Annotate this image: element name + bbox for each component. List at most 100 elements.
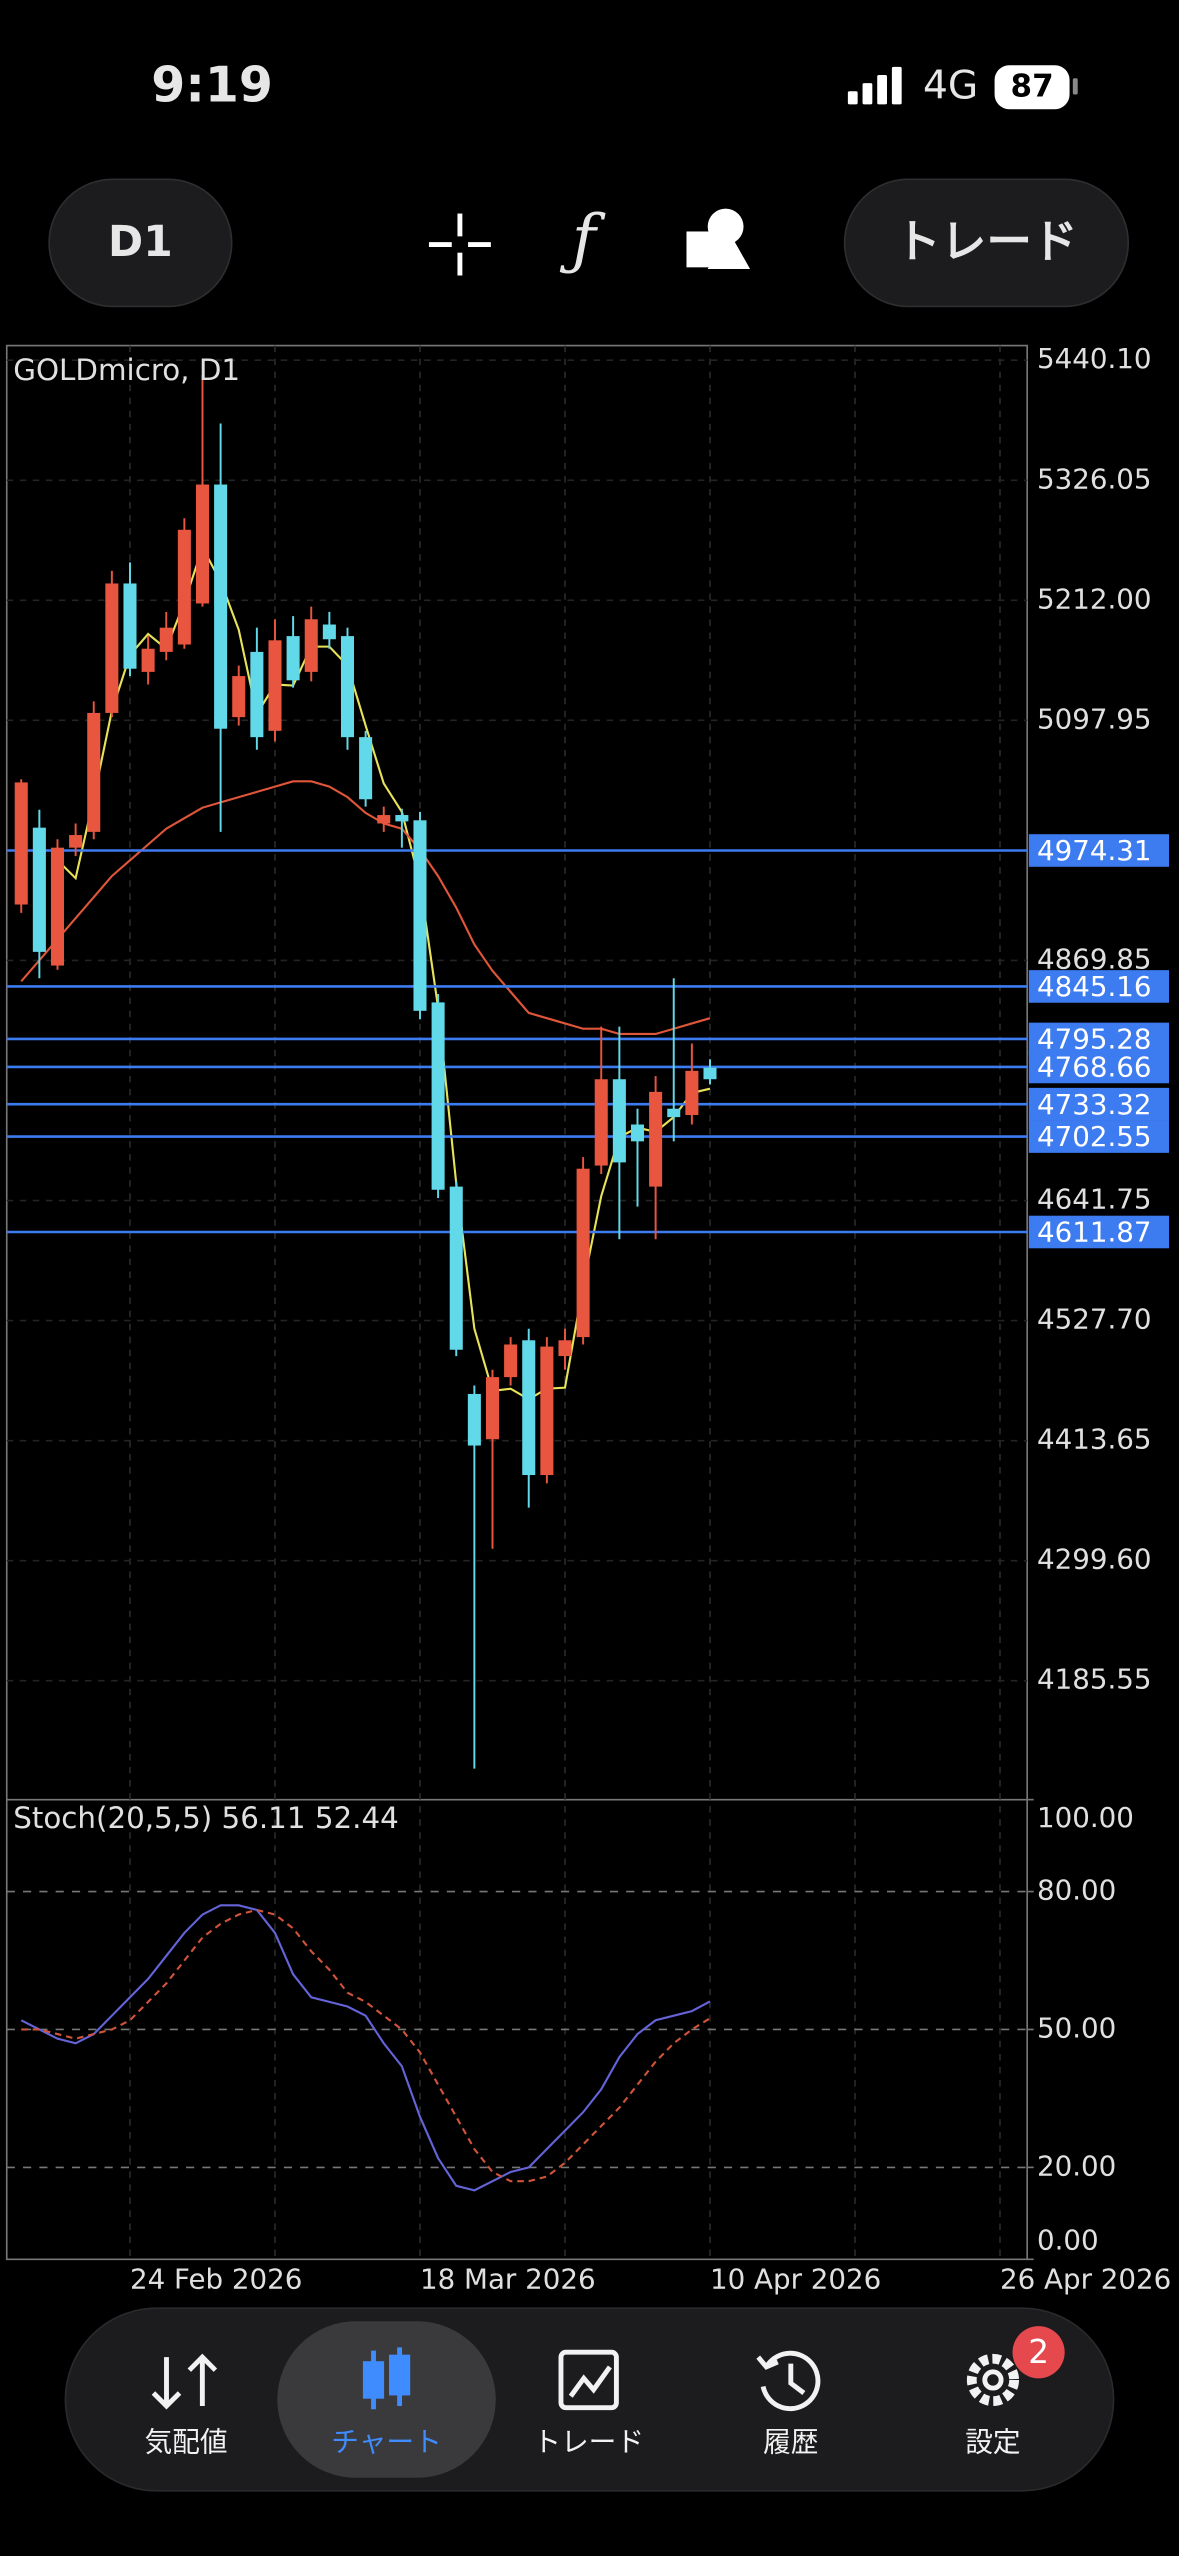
candle-body: [649, 1091, 663, 1187]
objects-button[interactable]: [686, 208, 751, 269]
signal-icon: [847, 66, 902, 105]
candle-body: [540, 1346, 554, 1476]
candle-body: [377, 815, 391, 824]
candle-body: [14, 782, 28, 905]
overlay-line: [20, 780, 711, 1036]
tab-item[interactable]: 履歴: [756, 2350, 821, 2459]
icon-candle: [388, 2354, 411, 2396]
network: 4G: [923, 64, 978, 109]
tab-label: 設定: [965, 2426, 1020, 2459]
icon-arrows: [151, 2353, 218, 2410]
y-tick-label: 5097.95: [1037, 702, 1152, 735]
candle-body: [32, 827, 46, 952]
battery: [994, 65, 1070, 110]
price-level-tag: [1028, 1050, 1170, 1084]
x-tick-label: 24 Feb 2026: [130, 2263, 302, 2296]
candle-body: [485, 1377, 500, 1440]
x-tick-label: 18 Mar 2026: [420, 2263, 596, 2296]
candle-body: [105, 583, 119, 713]
y-tick-label: 5440.10: [1037, 342, 1152, 375]
candle-body: [630, 1124, 645, 1142]
chart-layer: 24 Feb 2026 18 Mar 2026 10 Apr 2026 26 Apr …: [6, 342, 1171, 2296]
y-tick-label: 4413.65: [1037, 1423, 1152, 1456]
price-level-tag: [1028, 834, 1170, 867]
y-tick-label: 5326.05: [1037, 462, 1152, 495]
tab-icon: [362, 2347, 411, 2410]
tab-label: 履歴: [763, 2426, 818, 2459]
price-level-label: 4611.87: [1037, 1216, 1152, 1249]
tab-bar: [64, 2307, 1115, 2492]
tab-icon: [558, 2349, 619, 2411]
price-level-tag: [1028, 1087, 1170, 1121]
candle-body: [467, 1393, 481, 1446]
candle-body: [50, 847, 65, 966]
candle-body: [286, 636, 300, 681]
candle-body: [87, 712, 101, 832]
candle-body: [558, 1340, 572, 1357]
tab-icon: [966, 2353, 1020, 2407]
icon-frame: [558, 2349, 619, 2411]
tab-icon: [151, 2353, 218, 2410]
chart-title: GOLDmicro, D1: [13, 353, 240, 387]
badge-count: 2: [1028, 2333, 1049, 2371]
icon-gear: [966, 2353, 1020, 2407]
candle-body: [703, 1067, 717, 1080]
candle-body: [413, 820, 427, 1011]
candle-body: [522, 1340, 536, 1476]
candle-body: [685, 1070, 699, 1116]
y-tick-label: 4527.70: [1037, 1303, 1152, 1336]
y-tick-label: 80.00: [1037, 1874, 1116, 1907]
tab-icon: [756, 2350, 821, 2412]
tab-item[interactable]: 設定: [965, 2353, 1021, 2459]
x-tick-label: 26 Apr 2026: [1000, 2263, 1171, 2296]
candle-body: [268, 640, 282, 731]
price-level-tag: [1028, 1215, 1170, 1249]
candle-body: [612, 1079, 626, 1163]
icon-graph: [568, 2365, 612, 2398]
candle-body: [177, 529, 191, 645]
tab-label: チャート: [331, 2426, 442, 2459]
tab-item[interactable]: チャート: [331, 2347, 442, 2459]
tab-item[interactable]: トレード: [533, 2349, 644, 2459]
tab-item[interactable]: 気配値: [144, 2353, 228, 2459]
candle-body: [195, 484, 210, 604]
price-level-tag: [1028, 970, 1170, 1003]
tab-active-highlight: [277, 2321, 496, 2478]
price-level-label: 4702.55: [1037, 1120, 1152, 1153]
price-level-tag: [1028, 1120, 1170, 1153]
price-level-label: 4845.16: [1037, 970, 1152, 1003]
stoch-title: Stoch(20,5,5): [13, 1801, 212, 1835]
candle-body: [322, 624, 336, 640]
y-tick-label: 0.00: [1037, 2223, 1099, 2256]
battery-level: 87: [1011, 69, 1054, 105]
icon-candle: [362, 2361, 385, 2399]
trade-button[interactable]: [843, 178, 1130, 308]
candle-body: [449, 1186, 463, 1350]
y-tick-label: 4299.60: [1037, 1543, 1152, 1576]
stoch-signal-value: 52.44: [315, 1801, 399, 1835]
y-tick-label: 4185.55: [1037, 1663, 1152, 1696]
candle-body: [159, 627, 173, 652]
crosshair-button[interactable]: [428, 213, 491, 276]
timeframe-button[interactable]: [48, 178, 233, 308]
y-tick-label: 50.00: [1037, 2011, 1116, 2044]
price-level-label: 4768.66: [1037, 1051, 1152, 1084]
price-level-label: 4795.28: [1037, 1023, 1152, 1056]
candle-body: [232, 676, 246, 718]
candle-body: [141, 648, 155, 672]
icon-gear-hole: [982, 2369, 1004, 2391]
candle-body: [304, 619, 318, 672]
battery-cap: [1072, 78, 1078, 95]
candle-body: [214, 484, 228, 729]
candle-body: [504, 1344, 518, 1378]
candle-body: [250, 651, 264, 738]
icon-history: [756, 2350, 821, 2412]
y-tick-label: 5212.00: [1037, 582, 1152, 615]
candle-body: [395, 815, 409, 822]
y-tick-label: 100.00: [1037, 1801, 1134, 1834]
y-tick-label: 4869.85: [1037, 942, 1152, 975]
stoch-main-value: 56.11: [222, 1801, 306, 1835]
